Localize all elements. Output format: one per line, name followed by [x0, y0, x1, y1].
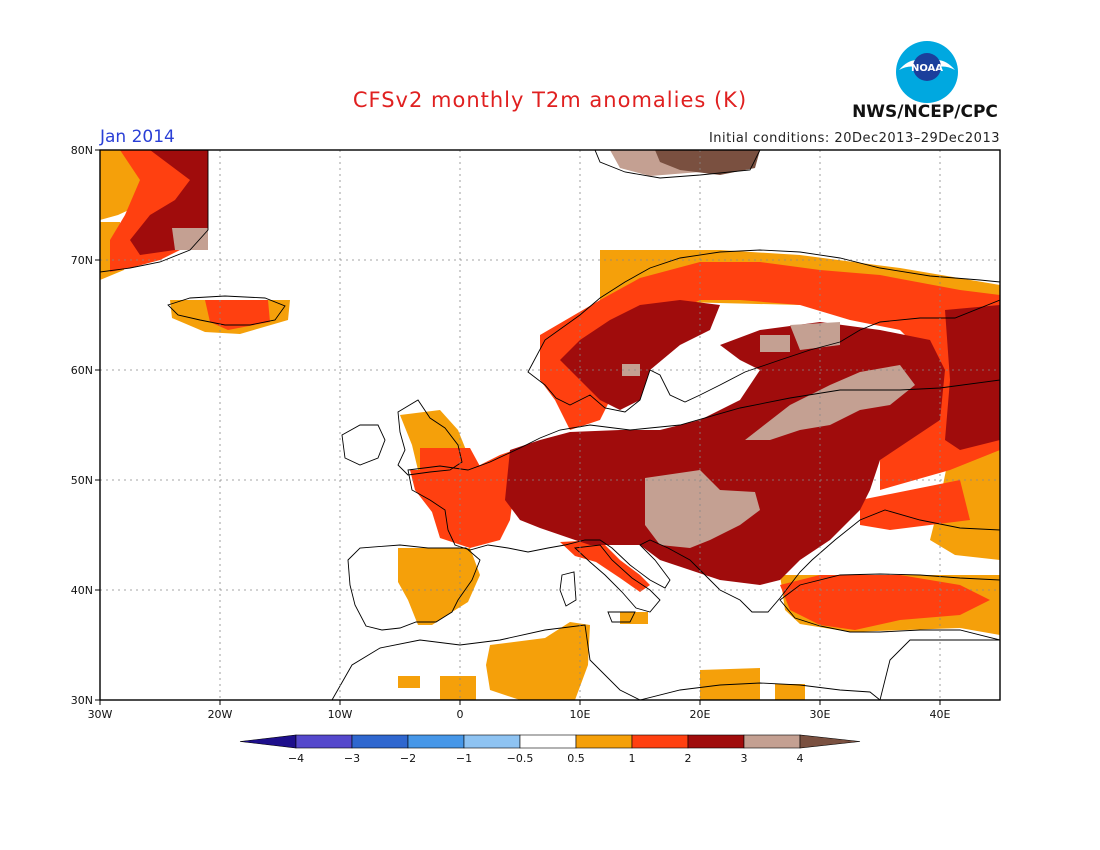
lat-tick-label: 60N [71, 364, 93, 377]
colorbar-segment [743, 734, 801, 749]
colorbar-label: −4 [288, 752, 304, 765]
valid-month-label: Jan 2014 [100, 127, 175, 147]
lon-tick-label: 0 [457, 708, 464, 721]
colorbar-label: 1 [629, 752, 636, 765]
lat-tick-label: 50N [71, 474, 93, 487]
agency-label: NWS/NCEP/CPC [852, 102, 998, 122]
colorbar-segment [575, 734, 633, 749]
axis-ticks [95, 149, 941, 705]
logo-text: NOAA [911, 63, 943, 74]
colorbar-label: −2 [400, 752, 416, 765]
colorbar-label: −1 [456, 752, 472, 765]
colorbar-high-triangle [799, 734, 861, 749]
colorbar-segment [295, 734, 353, 749]
lon-tick-label: 40E [930, 708, 951, 721]
anomaly-field [100, 150, 1000, 700]
initial-conditions-label: Initial conditions: 20Dec2013–29Dec2013 [708, 131, 1000, 146]
anomaly-3-to-4-region [172, 150, 915, 548]
lon-tick-label: 30W [88, 708, 113, 721]
latitude-tick-labels: 80N 70N 60N 50N 40N 30N [71, 144, 93, 707]
anomaly-above-4-region [655, 150, 760, 175]
colorbar-segment [631, 734, 689, 749]
lon-tick-label: 10W [328, 708, 353, 721]
colorbar-low-triangle [239, 734, 297, 749]
lon-tick-label: 10E [570, 708, 591, 721]
lon-tick-label: 20E [690, 708, 711, 721]
noaa-logo-icon: NOAA [896, 41, 958, 103]
graticule [100, 150, 1000, 700]
colorbar [239, 734, 861, 749]
colorbar-segment [407, 734, 465, 749]
lon-tick-label: 20W [208, 708, 233, 721]
colorbar-segment [351, 734, 409, 749]
lon-tick-label: 30E [810, 708, 831, 721]
colorbar-label: 4 [797, 752, 804, 765]
longitude-tick-labels: 30W 20W 10W 0 10E 20E 30E 40E [88, 708, 951, 721]
colorbar-segment [463, 734, 521, 749]
lat-tick-label: 30N [71, 694, 93, 707]
map-title: CFSv2 monthly T2m anomalies (K) [352, 88, 748, 112]
colorbar-label: 2 [685, 752, 692, 765]
colorbar-label: 3 [741, 752, 748, 765]
lat-tick-label: 40N [71, 584, 93, 597]
map-frame [99, 149, 1001, 701]
colorbar-segment [519, 734, 577, 749]
colorbar-segment [687, 734, 745, 749]
colorbar-labels: −4 −3 −2 −1 −0.5 0.5 1 2 3 4 [288, 752, 804, 765]
colorbar-label: 0.5 [567, 752, 585, 765]
lat-tick-label: 70N [71, 254, 93, 267]
colorbar-label: −0.5 [507, 752, 534, 765]
lat-tick-label: 80N [71, 144, 93, 157]
colorbar-label: −3 [344, 752, 360, 765]
